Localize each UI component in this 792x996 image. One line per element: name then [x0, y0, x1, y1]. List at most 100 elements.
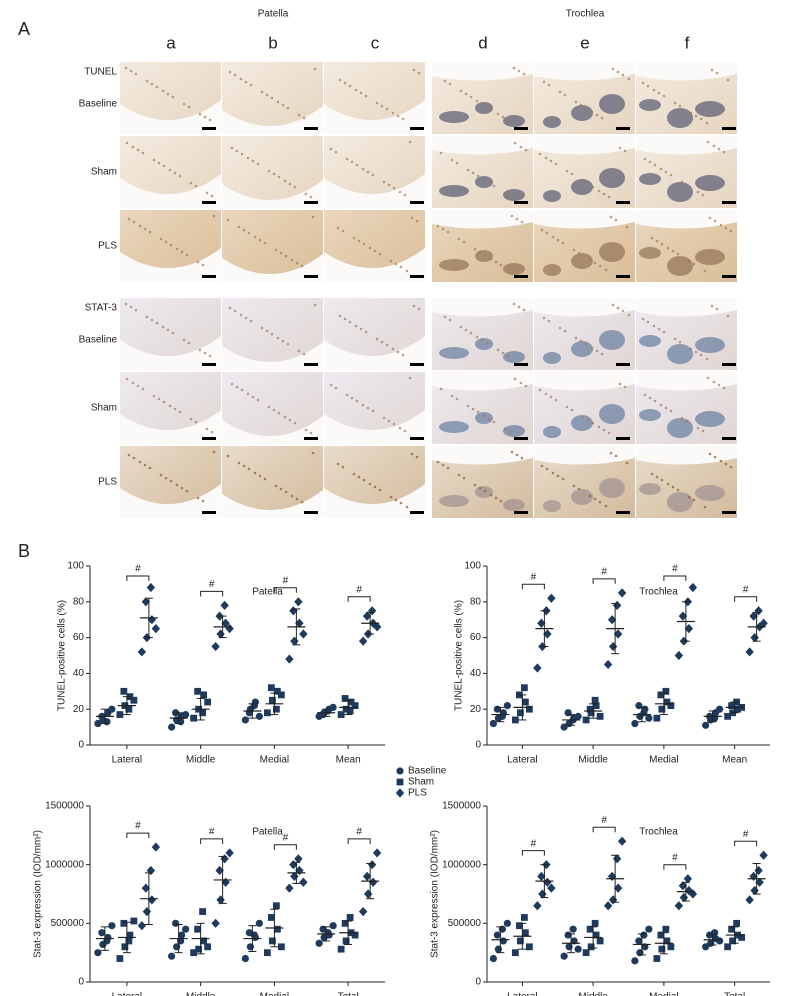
data-point	[241, 954, 249, 963]
cell-dot	[210, 194, 214, 198]
cell-dot	[166, 92, 170, 96]
cell-dot	[719, 459, 723, 463]
cell-dot	[405, 269, 409, 273]
y-tick-label: 0	[78, 740, 84, 751]
cell-dot	[297, 113, 301, 117]
histology-blob	[639, 247, 661, 259]
cell-dot	[272, 408, 276, 412]
histology-background	[534, 372, 635, 391]
y-axis-label: Stat-3 expression (IOD/mm²)	[33, 830, 44, 958]
data-point	[582, 949, 590, 957]
cell-dot	[660, 478, 664, 482]
cell-dot	[300, 264, 304, 268]
data-point	[195, 945, 203, 953]
scale-bar	[202, 363, 216, 366]
data-point	[120, 919, 128, 927]
cell-dot	[359, 327, 363, 331]
cell-dot	[464, 328, 468, 332]
scale-bar	[304, 511, 318, 514]
data-point	[533, 663, 542, 673]
cell-dot	[706, 376, 710, 380]
cell-dot	[394, 262, 398, 266]
cell-dot	[336, 462, 340, 466]
scale-bar	[514, 437, 528, 440]
scale-bar	[616, 363, 630, 366]
data-point	[667, 702, 675, 710]
data-point	[547, 593, 556, 603]
cell-dot	[336, 226, 340, 230]
data-point	[592, 931, 600, 939]
cell-dot	[462, 240, 466, 244]
data-point	[586, 925, 594, 933]
cell-dot	[357, 475, 361, 479]
significance-label: #	[135, 564, 141, 575]
cell-dot	[719, 223, 723, 227]
cell-dot	[205, 191, 209, 195]
cell-dot	[182, 338, 186, 342]
y-tick-label: 1000000	[45, 859, 84, 870]
cell-dot	[410, 452, 414, 456]
cell-dot	[180, 250, 184, 254]
data-point	[499, 937, 507, 945]
histology-blob	[695, 337, 725, 353]
cell-dot	[489, 493, 493, 497]
data-point	[178, 931, 186, 939]
cell-dot	[570, 172, 574, 176]
data-point	[684, 624, 694, 634]
cell-dot	[272, 172, 276, 176]
cell-dot	[538, 388, 542, 392]
data-point	[172, 919, 180, 927]
cell-dot	[446, 466, 450, 470]
cell-dot	[334, 386, 338, 390]
cell-dot	[361, 403, 365, 407]
stain-label: TUNEL	[84, 67, 117, 78]
cell-dot	[246, 392, 250, 396]
cell-dot	[187, 341, 191, 345]
cell-dot	[283, 179, 287, 183]
cell-dot	[415, 455, 419, 459]
cell-dot	[164, 240, 168, 244]
cell-dot	[136, 384, 140, 388]
cell-dot	[604, 504, 608, 508]
cell-dot	[159, 473, 163, 477]
cell-dot	[563, 329, 567, 333]
data-point	[733, 919, 741, 927]
cell-dot	[270, 96, 274, 100]
histology-background	[636, 372, 737, 391]
cell-dot	[375, 101, 379, 105]
y-axis-label: Stat-3 expression (IOD/mm²)	[430, 830, 441, 958]
cell-dot	[522, 308, 526, 312]
panel-label: A	[18, 19, 30, 39]
data-point	[489, 954, 497, 963]
y-tick-label: 1500000	[45, 801, 84, 812]
cell-dot	[168, 168, 172, 172]
data-point	[734, 705, 742, 713]
cell-dot	[512, 66, 516, 70]
cell-dot	[547, 319, 551, 323]
data-point	[674, 901, 684, 911]
cell-dot	[475, 99, 479, 103]
cell-dot	[692, 498, 696, 502]
data-point	[716, 705, 724, 713]
significance-label: #	[531, 838, 537, 849]
cell-dot	[249, 319, 253, 323]
cell-dot	[311, 215, 315, 219]
data-point	[142, 907, 152, 917]
histology-blob	[475, 412, 493, 424]
cell-dot	[455, 161, 459, 165]
cell-dot	[653, 163, 657, 167]
cell-dot	[399, 501, 403, 505]
data-point	[294, 597, 303, 607]
histology-background	[534, 62, 635, 81]
cell-dot	[150, 82, 154, 86]
scale-bar	[410, 437, 424, 440]
histology-background	[534, 446, 635, 465]
cell-dot	[290, 494, 294, 498]
cell-dot	[565, 169, 569, 173]
y-tick-label: 0	[475, 740, 481, 751]
scale-bar	[304, 201, 318, 204]
cell-dot	[239, 313, 243, 317]
cell-dot	[293, 421, 297, 425]
cell-dot	[475, 335, 479, 339]
histology-blob	[503, 263, 525, 275]
